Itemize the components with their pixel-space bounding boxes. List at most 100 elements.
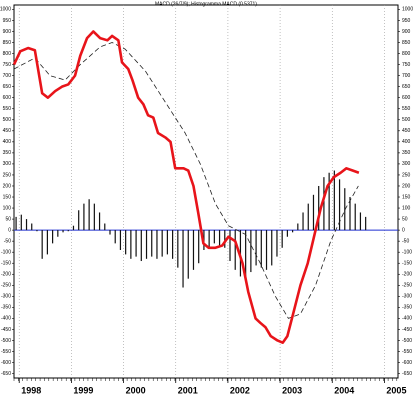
y-tick-label: -400 (1, 316, 11, 322)
y-tick-label: 700 (3, 73, 12, 79)
histogram-bar (365, 216, 367, 231)
y-tick-label: -650 (402, 371, 412, 377)
histogram-bar (260, 230, 262, 268)
histogram-bar (125, 230, 127, 255)
y-tick-label: 500 (402, 117, 411, 123)
histogram-bar (198, 230, 200, 264)
y-tick-label: -650 (1, 371, 11, 377)
histogram-bar (130, 230, 132, 259)
y-tick-label: 100 (402, 205, 411, 211)
y-tick-label: -600 (402, 360, 412, 366)
y-tick-label: -600 (1, 360, 11, 366)
y-tick-label: -100 (402, 250, 412, 256)
y-tick-label: -200 (1, 272, 11, 278)
histogram-bar (31, 223, 33, 231)
y-tick-label: 550 (3, 106, 12, 112)
y-tick-label: -450 (1, 327, 11, 333)
x-tick-label: 2004 (334, 385, 354, 395)
histogram-bar (276, 230, 278, 257)
histogram-bar (151, 230, 153, 257)
histogram-bar (302, 212, 304, 231)
histogram-bar (349, 197, 351, 231)
y-tick-label: -550 (1, 349, 11, 355)
histogram-bar (333, 170, 335, 231)
y-tick-label: -350 (1, 305, 11, 311)
histogram-bar (15, 216, 17, 231)
y-tick-label: 650 (3, 84, 12, 90)
histogram-bar (229, 230, 231, 262)
plot-frame (13, 4, 399, 379)
x-tick-label: 2005 (386, 385, 406, 395)
histogram-bar (109, 230, 111, 235)
histogram-bar (83, 203, 85, 231)
y-tick-label: 50 (5, 216, 11, 222)
y-tick-label: 700 (402, 73, 411, 79)
y-tick-label: 50 (402, 216, 408, 222)
y-tick-label: 600 (3, 95, 12, 101)
y-tick-label: 150 (3, 194, 12, 200)
y-tick-label: 450 (402, 128, 411, 134)
y-tick-label: 0 (402, 227, 405, 233)
histogram-bar (359, 212, 362, 231)
histogram-bar (52, 230, 54, 244)
y-tick-label: -150 (1, 261, 11, 267)
y-tick-label: -50 (4, 238, 11, 244)
histogram-bar (208, 230, 210, 248)
y-tick-label: 0 (8, 227, 11, 233)
y-tick-label: 850 (402, 40, 411, 46)
y-tick-label: -200 (402, 272, 412, 278)
y-tick-label: 250 (402, 172, 411, 178)
y-tick-label: -550 (402, 349, 412, 355)
y-tick-label: 800 (402, 51, 411, 57)
x-tick-label: 2000 (126, 385, 146, 395)
signal-line (13, 42, 359, 319)
histogram-bar (104, 223, 106, 231)
histogram-bar (177, 230, 179, 268)
histogram-bar (192, 230, 195, 270)
histogram-bar (344, 188, 346, 231)
y-tick-label: 250 (3, 172, 12, 178)
histogram-bar (318, 185, 320, 231)
y-tick-label: -250 (402, 283, 412, 289)
y-tick-label: 1000 (0, 7, 11, 13)
histogram-bar (114, 230, 116, 244)
y-tick-label: 600 (402, 95, 411, 101)
y-tick-label: 650 (402, 84, 411, 90)
histogram-bar (172, 230, 174, 259)
histogram-bar (135, 230, 137, 257)
histogram-bar (297, 223, 299, 231)
histogram-bar (46, 230, 48, 255)
histogram-bar (255, 230, 257, 266)
histogram-bar (182, 230, 184, 288)
y-tick-label: -450 (402, 327, 412, 333)
y-tick-label: -150 (402, 261, 412, 267)
histogram-bar (328, 172, 330, 231)
histogram-bar (93, 203, 95, 231)
y-tick-label: 400 (3, 139, 12, 145)
y-tick-label: -300 (402, 294, 412, 300)
y-tick-label: 900 (3, 29, 12, 35)
y-tick-label: 750 (402, 62, 411, 68)
chart-title: MACD (26/7/9); Histogramma MACD (0.5371) (155, 1, 257, 7)
histogram-bar (78, 210, 80, 231)
histogram-bar (265, 230, 268, 270)
histogram-bar (218, 230, 221, 246)
histogram-bar (156, 230, 158, 259)
histogram-bar (187, 230, 189, 279)
histogram-bar (271, 230, 273, 266)
y-tick-label: 300 (3, 161, 12, 167)
histogram-bar (36, 230, 38, 232)
histogram-bar (292, 230, 294, 233)
histogram-bar (88, 199, 90, 231)
y-tick-label: 550 (402, 106, 411, 112)
y-tick-label: 350 (3, 150, 12, 156)
histogram-bar (338, 179, 341, 231)
y-tick-label: -300 (1, 294, 11, 300)
histogram-bar (62, 230, 64, 233)
histogram-bar (145, 230, 148, 259)
y-tick-label: 200 (402, 183, 411, 189)
y-tick-label: -500 (402, 338, 412, 344)
x-tick-label: 2002 (230, 385, 250, 395)
histogram-bar (234, 230, 236, 270)
